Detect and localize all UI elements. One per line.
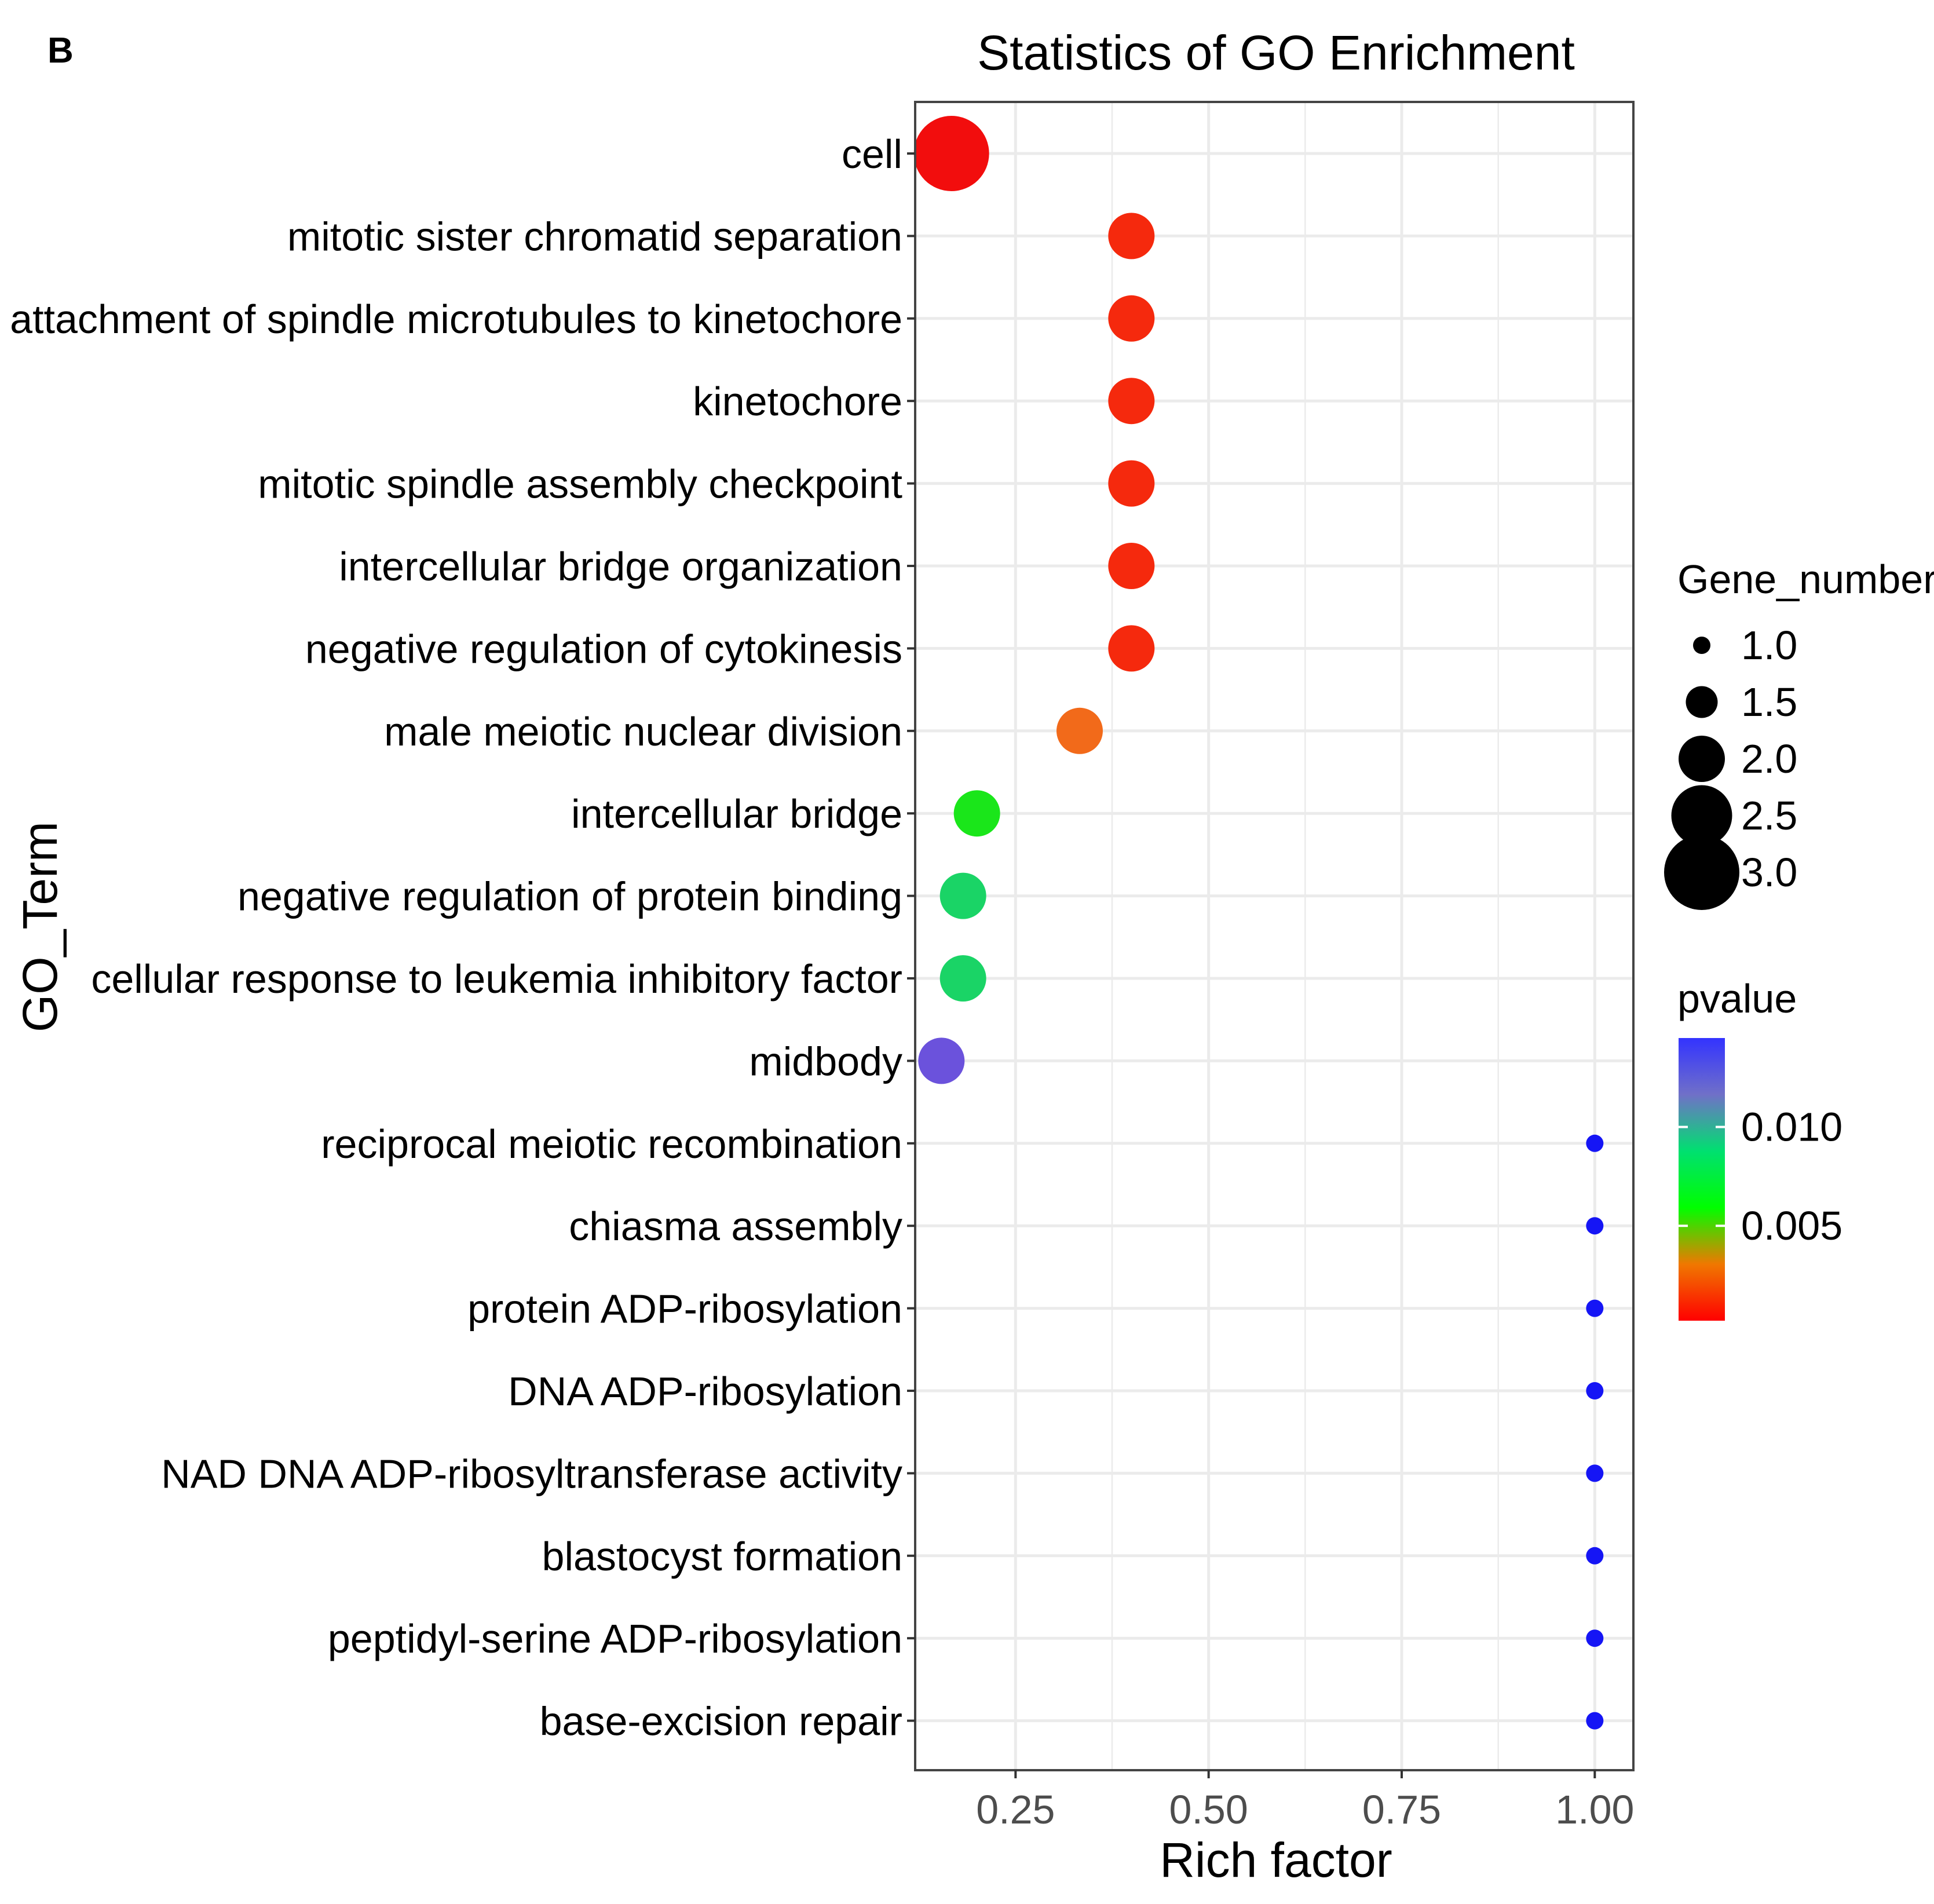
point-dna-adp-ribosylation xyxy=(1586,1382,1604,1399)
panel-label: B xyxy=(47,31,74,71)
size-legend-key-2 xyxy=(1686,686,1718,718)
chart-title: Statistics of GO Enrichment xyxy=(977,25,1575,80)
point-intercellular-bridge xyxy=(953,790,1000,837)
y-tick-label-protein-adp-ribosylation: protein ADP-ribosylation xyxy=(467,1287,902,1332)
y-tick-label-intercellular-bridge: intercellular bridge xyxy=(571,791,902,836)
size-legend-label-4: 2.5 xyxy=(1741,793,1797,838)
grid-lines xyxy=(915,102,1633,1770)
point-mitotic-spindle-assembly-checkpoint xyxy=(1108,460,1155,507)
y-tick-label-attachment-of-spindle-microtubules-to-kinetochore: attachment of spindle microtubules to ki… xyxy=(10,297,902,342)
y-axis-title: GO_Term xyxy=(13,821,67,1032)
point-midbody xyxy=(918,1037,965,1084)
x-axis-title: Rich factor xyxy=(1160,1833,1392,1887)
x-axis: 0.25 0.50 0.75 1.00 xyxy=(976,1770,1634,1832)
size-legend-key-5 xyxy=(1664,835,1739,910)
color-legend-label-0-005: 0.005 xyxy=(1741,1203,1842,1248)
pvalue-color-bar xyxy=(1679,1038,1725,1321)
point-protein-adp-ribosylation xyxy=(1586,1299,1604,1317)
y-tick-label-negative-regulation-of-cytokinesis: negative regulation of cytokinesis xyxy=(305,626,902,671)
point-cellular-response-to-leukemia-inhibitory-factor xyxy=(939,955,986,1002)
point-blastocyst-formation xyxy=(1586,1547,1604,1565)
y-tick-label-dna-adp-ribosylation: DNA ADP-ribosylation xyxy=(508,1369,902,1414)
x-tick-label-0-75: 0.75 xyxy=(1362,1787,1441,1832)
y-tick-label-midbody: midbody xyxy=(749,1039,902,1084)
y-tick-label-reciprocal-meiotic-recombination: reciprocal meiotic recombination xyxy=(321,1121,902,1167)
point-chiasma-assembly xyxy=(1586,1217,1604,1235)
y-tick-label-mitotic-spindle-assembly-checkpoint: mitotic spindle assembly checkpoint xyxy=(258,462,902,507)
y-tick-label-peptidyl-serine-adp-ribosylation: peptidyl-serine ADP-ribosylation xyxy=(328,1616,902,1661)
size-legend-title: Gene_number xyxy=(1677,557,1934,602)
point-base-excision-repair xyxy=(1586,1712,1604,1730)
y-tick-label-cellular-response-to-leukemia-inhibitory-factor: cellular response to leukemia inhibitory… xyxy=(91,956,902,1002)
size-legend-key-3 xyxy=(1679,736,1725,782)
x-tick-label-0-25: 0.25 xyxy=(976,1787,1055,1832)
color-legend-label-0-010: 0.010 xyxy=(1741,1105,1842,1150)
y-tick-label-blastocyst-formation: blastocyst formation xyxy=(542,1534,902,1579)
size-legend-key-1 xyxy=(1693,637,1710,654)
size-legend-label-5: 3.0 xyxy=(1741,850,1797,895)
point-negative-regulation-of-protein-binding xyxy=(939,872,986,919)
point-male-meiotic-nuclear-division xyxy=(1056,707,1103,754)
point-kinetochore xyxy=(1108,378,1155,425)
point-peptidyl-serine-adp-ribosylation xyxy=(1586,1629,1604,1647)
y-tick-label-intercellular-bridge-organization: intercellular bridge organization xyxy=(339,544,902,589)
y-tick-label-base-excision-repair: base-excision repair xyxy=(540,1699,902,1744)
size-legend-label-1: 1.0 xyxy=(1741,623,1797,668)
data-points xyxy=(913,116,1604,1730)
color-legend: pvalue 0.010 0.005 xyxy=(1677,976,1842,1321)
size-legend-label-3: 2.0 xyxy=(1741,736,1797,781)
size-legend-key-4 xyxy=(1671,785,1732,846)
point-cell xyxy=(913,116,989,191)
y-tick-label-kinetochore: kinetochore xyxy=(693,379,902,424)
y-axis: cell mitotic sister chromatid separation a… xyxy=(10,131,915,1744)
panel-border xyxy=(914,101,1635,1771)
point-reciprocal-meiotic-recombination xyxy=(1586,1134,1604,1152)
size-legend: Gene_number 1.0 1.5 2.0 2.5 3.0 xyxy=(1664,557,1934,910)
point-intercellular-bridge-organization xyxy=(1108,543,1155,589)
y-tick-label-nad-dna-adp-ribosyltransferase-activity: NAD DNA ADP-ribosyltransferase activity xyxy=(161,1451,902,1496)
x-tick-label-1-00: 1.00 xyxy=(1555,1787,1634,1832)
x-tick-label-0-50: 0.50 xyxy=(1169,1787,1248,1832)
y-tick-label-mitotic-sister-chromatid-separation: mitotic sister chromatid separation xyxy=(287,214,902,259)
y-tick-label-chiasma-assembly: chiasma assembly xyxy=(569,1204,902,1249)
y-tick-label-male-meiotic-nuclear-division: male meiotic nuclear division xyxy=(384,709,902,754)
size-legend-label-2: 1.5 xyxy=(1741,679,1797,725)
point-negative-regulation-of-cytokinesis xyxy=(1108,625,1155,672)
point-nad-dna-adp-ribosyltransferase-activity xyxy=(1586,1464,1604,1482)
y-tick-label-cell: cell xyxy=(842,131,902,177)
point-attachment-of-spindle-microtubules-to-kinetochore xyxy=(1108,295,1155,342)
color-legend-title: pvalue xyxy=(1677,976,1797,1021)
y-tick-label-negative-regulation-of-protein-binding: negative regulation of protein binding xyxy=(237,874,902,919)
point-mitotic-sister-chromatid-separation xyxy=(1108,213,1155,260)
